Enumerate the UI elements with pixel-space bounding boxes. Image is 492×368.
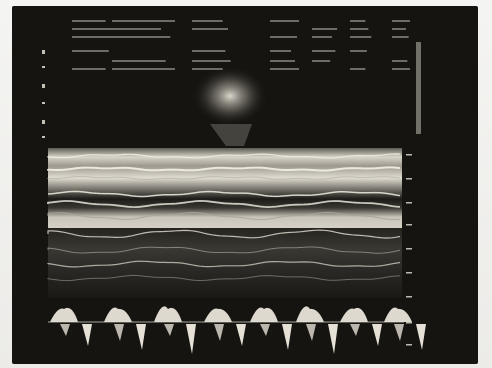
doppler-peak-down: [416, 324, 426, 350]
header-text-mark: [350, 28, 369, 30]
scale-tick: [406, 296, 412, 298]
header-text-mark: [192, 68, 223, 70]
doppler-peak-down: [60, 324, 70, 336]
doppler-peak-down: [260, 324, 270, 336]
doppler-peak-up: [104, 307, 132, 322]
depth-marker: [42, 66, 45, 68]
doppler-peak-down: [236, 324, 246, 346]
ultrasound-screen: [12, 6, 478, 364]
header-text-mark: [72, 68, 106, 70]
echo-line: [47, 246, 401, 254]
doppler-peak-down: [350, 324, 360, 336]
left-depth-markers: [42, 50, 45, 138]
doppler-peak-up: [296, 306, 324, 322]
scale-tick: [406, 272, 412, 274]
header-text-mark: [192, 20, 223, 22]
header-text-mark: [270, 36, 297, 38]
header-text-mark: [270, 50, 291, 52]
echo-line: [47, 166, 401, 172]
header-text-mark: [392, 68, 410, 70]
header-text-mark: [350, 36, 372, 38]
doppler-peak-up: [250, 307, 278, 322]
doppler-peak-up: [340, 307, 368, 322]
header-text-mark: [312, 36, 332, 38]
header-text-mark: [392, 28, 406, 30]
header-text-mark: [72, 36, 119, 38]
depth-marker: [42, 136, 45, 138]
doppler-peak-down: [306, 324, 316, 341]
header-text-mark: [72, 50, 109, 52]
sector-image-lower: [210, 124, 252, 146]
doppler-peak-down: [82, 324, 92, 346]
header-text-mark: [392, 20, 410, 22]
scale-tick: [406, 178, 412, 180]
header-text-mark: [112, 20, 175, 22]
echo-line: [47, 199, 401, 209]
echo-line: [47, 175, 401, 180]
header-text-mark: [312, 28, 338, 30]
header-text-mark: [312, 60, 331, 62]
doppler-peak-up: [384, 307, 412, 322]
header-text-mark: [192, 50, 226, 52]
header-text-mark: [270, 60, 295, 62]
echo-line: [47, 153, 401, 159]
depth-marker: [42, 84, 45, 88]
header-text-mark: [270, 20, 299, 22]
scale-tick: [406, 344, 412, 346]
doppler-peak-down: [136, 324, 146, 350]
doppler-peak-up: [204, 308, 232, 322]
header-text-mark: [312, 50, 336, 52]
doppler-peak-up: [50, 307, 78, 322]
depth-marker: [42, 120, 45, 124]
scale-tick: [406, 322, 412, 324]
header-text-smudges: [72, 20, 410, 70]
m-mode-echo-lines: [47, 153, 401, 282]
echo-line: [47, 190, 401, 198]
doppler-peak-down: [394, 324, 404, 341]
header-text-mark: [72, 20, 106, 22]
header-text-mark: [112, 28, 161, 30]
echo-line: [47, 211, 401, 221]
doppler-peak-up: [154, 306, 182, 322]
header-text-mark: [270, 68, 299, 70]
sector-image: [192, 66, 268, 126]
echo-line: [47, 274, 401, 282]
header-text-mark: [350, 50, 367, 52]
scale-tick: [406, 202, 412, 204]
doppler-peak-down: [282, 324, 292, 350]
header-text-mark: [112, 68, 175, 70]
header-text-mark: [392, 60, 408, 62]
doppler-waveform: [50, 306, 426, 354]
header-text-mark: [112, 60, 166, 62]
doppler-peak-down: [372, 324, 382, 346]
m-mode-lower: [48, 228, 402, 298]
echo-line: [47, 229, 401, 239]
scale-tick: [406, 248, 412, 250]
doppler-peak-down: [114, 324, 124, 341]
header-text-mark: [350, 68, 366, 70]
doppler-peak-down: [328, 324, 338, 354]
header-text-mark: [192, 28, 228, 30]
header-text-mark: [392, 36, 409, 38]
depth-marker: [42, 50, 45, 54]
header-text-mark: [350, 20, 366, 22]
header-text-mark: [112, 36, 171, 38]
scale-tick: [406, 224, 412, 226]
doppler-peak-down: [186, 324, 196, 354]
right-scale-ticks: [406, 154, 412, 346]
scale-tick: [406, 154, 412, 156]
header-text-mark: [192, 60, 231, 62]
ultrasound-scan: [42, 20, 426, 354]
header-text-mark: [72, 28, 112, 30]
doppler-peak-down: [164, 324, 174, 336]
depth-marker: [42, 102, 45, 104]
grayscale-bar: [416, 42, 421, 134]
echo-line: [47, 260, 401, 268]
doppler-peak-down: [214, 324, 224, 341]
